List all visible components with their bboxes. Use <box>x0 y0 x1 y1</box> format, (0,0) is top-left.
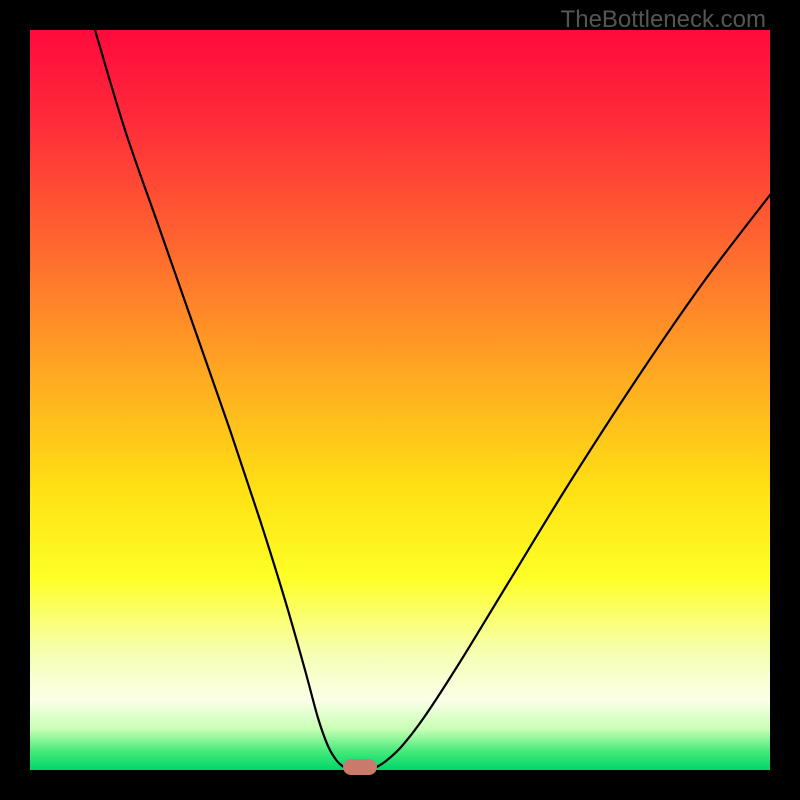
minimum-marker <box>343 759 377 775</box>
chart-frame: TheBottleneck.com <box>0 0 800 800</box>
curve-left-branch <box>95 30 345 768</box>
curve-right-branch <box>375 195 770 768</box>
plot-area <box>30 30 770 770</box>
bottleneck-curve <box>30 30 770 770</box>
watermark-text: TheBottleneck.com <box>561 6 766 34</box>
